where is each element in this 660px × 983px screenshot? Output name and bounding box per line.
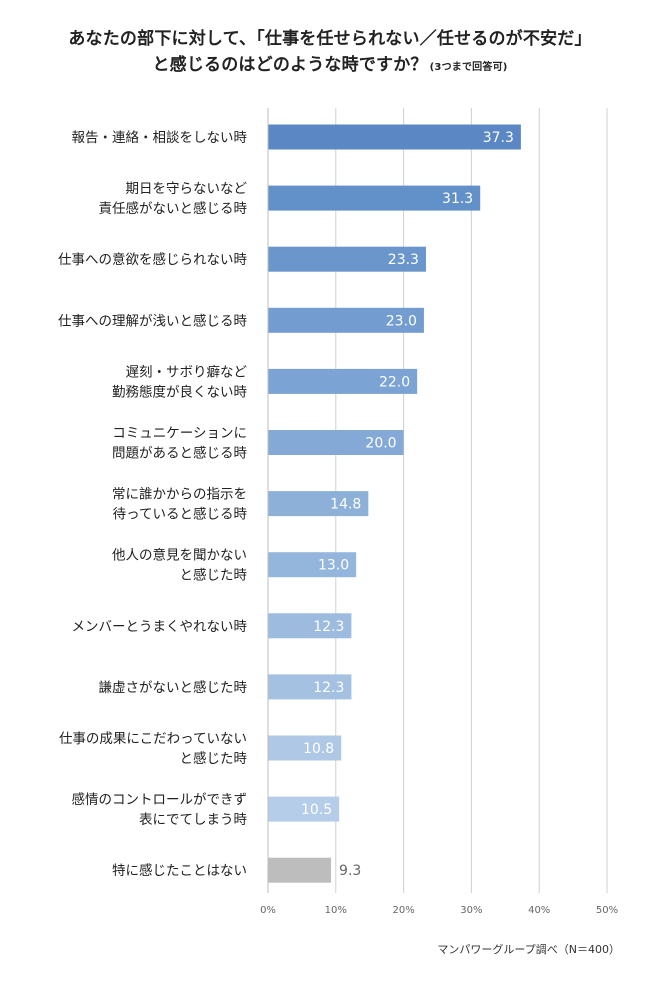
category-label-8-line-1: 他人の意見を聞かない <box>112 547 247 564</box>
bar-13 <box>268 857 332 883</box>
category-label-5-line-2: 勤務態度が良くない時 <box>112 384 247 400</box>
title-note: (3つまで回答可) <box>429 62 508 73</box>
category-label-7-line-1: 常に誰かからの指示を <box>112 487 247 503</box>
category-label-1: 報告・連絡・相談をしない時 <box>72 130 248 146</box>
title-line-1: あなたの部下に対して、「仕事を任せられない／任せるのが不安だ」 <box>68 29 592 49</box>
category-label-13: 特に感じたことはない <box>112 862 247 879</box>
data-label-13: 9.3 <box>339 863 361 879</box>
category-label-5-line-1: 遅刻・サボり癖など <box>126 364 248 380</box>
chart-title: あなたの部下に対して、「仕事を任せられない／任せるのが不安だ」 と感じるのはどの… <box>0 26 660 81</box>
category-label-8-line-2: と感じた時 <box>180 567 248 584</box>
category-label-12-line-2: 表にでてしまう時 <box>139 812 247 828</box>
data-label-2: 31.3 <box>442 191 473 207</box>
source-note: マンパワーグループ調べ（N＝400） <box>437 943 620 956</box>
x-tick-label-40: 40% <box>528 905 550 916</box>
category-label-7-line-2: 待っていると感じる時 <box>113 506 248 523</box>
bar-6 <box>268 430 404 455</box>
category-label-12-line-1: 感情のコントロールができず <box>72 791 248 808</box>
title-line-2-text: と感じるのはどのような時ですか？ <box>152 55 428 75</box>
category-label-2-line-1: 期日を守らないなど <box>126 181 248 197</box>
category-label-6-line-2: 問題があると感じる時 <box>112 445 247 462</box>
data-label-12: 10.5 <box>301 802 332 818</box>
data-label-4: 23.0 <box>386 313 417 329</box>
category-label-2-line-2: 責任感がないと感じる時 <box>99 200 248 217</box>
category-label-11-line-1: 仕事の成果にこだわっていない <box>59 731 247 747</box>
data-label-8: 13.0 <box>318 558 349 574</box>
bar-10 <box>268 674 352 700</box>
bar-8 <box>268 552 357 578</box>
data-label-10: 12.3 <box>313 680 344 696</box>
bar-3 <box>268 246 426 272</box>
bar-4 <box>268 307 424 333</box>
category-label-3: 仕事への意欲を感じられない時 <box>58 251 247 268</box>
bar-2 <box>268 185 481 211</box>
category-label-11-line-2: と感じた時 <box>180 750 248 767</box>
bar-5 <box>268 368 418 394</box>
data-label-5: 22.0 <box>379 374 410 390</box>
category-label-10: 謙虚さがないと感じた時 <box>99 679 248 696</box>
data-label-1: 37.3 <box>483 130 514 146</box>
bar-1 <box>268 124 521 150</box>
bar-9 <box>268 613 352 639</box>
data-label-6: 20.0 <box>365 436 396 452</box>
x-tick-label-50: 50% <box>596 905 618 916</box>
data-label-9: 12.3 <box>313 619 344 635</box>
data-label-3: 23.3 <box>388 252 419 268</box>
title-line-2: と感じるのはどのような時ですか？ (3つまで回答可) <box>0 52 660 81</box>
bar-11 <box>268 735 342 761</box>
category-label-6-line-1: コミュニケーションに <box>112 426 247 442</box>
bar-12 <box>268 796 340 822</box>
x-tick-label-10: 10% <box>325 905 347 916</box>
category-label-9: メンバーとうまくやれない時 <box>72 619 248 635</box>
x-tick-label-30: 30% <box>460 905 482 916</box>
category-label-4: 仕事への理解が浅いと感じる時 <box>58 312 247 329</box>
data-label-7: 14.8 <box>330 497 361 513</box>
data-label-11: 10.8 <box>303 741 334 757</box>
x-tick-label-20: 20% <box>392 905 414 916</box>
bar-7 <box>268 491 369 517</box>
x-tick-label-0: 0% <box>260 905 276 916</box>
